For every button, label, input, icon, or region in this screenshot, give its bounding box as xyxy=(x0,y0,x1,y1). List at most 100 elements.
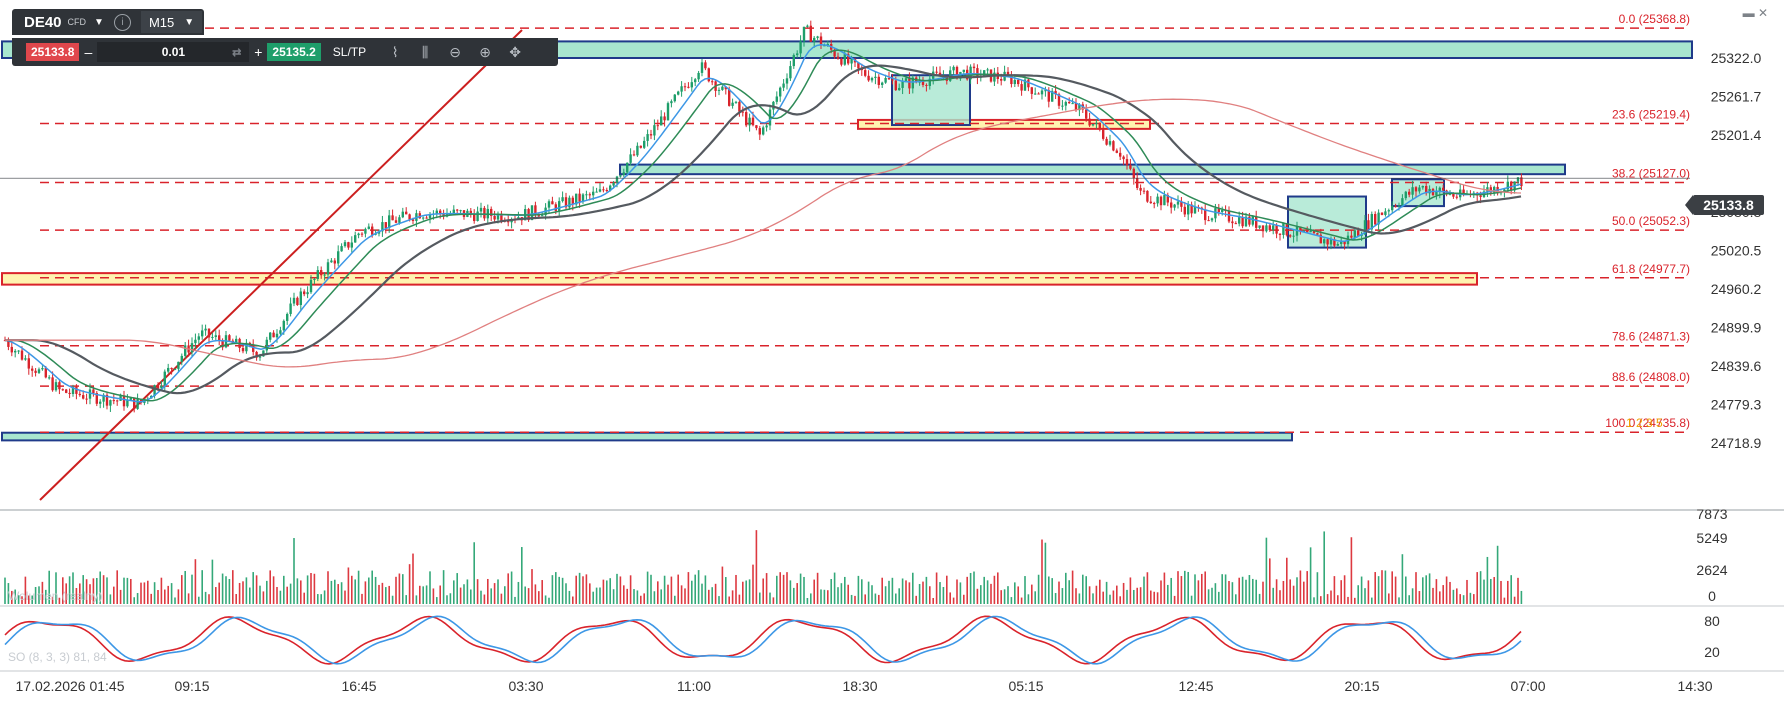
candle-body xyxy=(595,191,598,193)
oscillator-pane[interactable] xyxy=(4,615,1522,665)
sltp-button[interactable]: SL/TP xyxy=(332,45,367,59)
volume-bar xyxy=(276,586,278,604)
timeframe-select[interactable]: M15 ▼ xyxy=(140,11,203,33)
volume-bar xyxy=(1031,584,1033,604)
volume-bar xyxy=(1343,575,1346,604)
volume-bar xyxy=(1085,576,1087,604)
candles-icon[interactable]: ⫼ xyxy=(421,43,429,60)
candle-body xyxy=(836,56,840,59)
candle-body xyxy=(459,210,462,212)
volume-bar xyxy=(1445,576,1448,604)
volume-bar xyxy=(840,583,843,604)
chevron-down-icon[interactable]: ▼ xyxy=(94,16,104,28)
candle-body xyxy=(840,58,843,65)
price-zone xyxy=(1,431,1293,442)
volume-bar xyxy=(684,588,686,604)
line-icon[interactable]: ⌇ xyxy=(391,43,399,60)
volume-bar xyxy=(1269,558,1271,604)
volume-bar xyxy=(555,572,557,604)
increase-quantity-button[interactable]: + xyxy=(254,44,263,60)
zoom-out-icon[interactable]: ⊖ xyxy=(449,43,461,60)
candle-body xyxy=(802,26,806,42)
volume-bar xyxy=(68,576,71,604)
volume-bar xyxy=(1262,581,1264,604)
candle-body xyxy=(1057,94,1061,106)
time-axis-label: 17.02.2026 01:45 xyxy=(16,678,125,694)
candle-body xyxy=(51,377,54,391)
candle-body xyxy=(721,86,724,90)
decrease-quantity-button[interactable]: – xyxy=(84,44,93,60)
volume-bar xyxy=(864,594,866,604)
candle-body xyxy=(626,162,629,173)
volume-bar xyxy=(670,576,673,604)
volume-bar xyxy=(439,585,441,604)
candle-body xyxy=(1350,235,1353,238)
move-icon[interactable]: ✥ xyxy=(509,43,521,60)
volume-bar xyxy=(704,575,707,604)
price-axis-label: 25261.7 xyxy=(1711,88,1762,104)
volume-bar xyxy=(1408,595,1410,604)
sell-price-button[interactable]: 25133.8 xyxy=(26,43,80,61)
volume-bar xyxy=(446,595,448,604)
volume-bar xyxy=(51,596,54,604)
volume-bar xyxy=(779,572,781,604)
candle-body xyxy=(1299,226,1302,232)
candle-body xyxy=(826,44,829,46)
price-axis-label: 24960.2 xyxy=(1711,281,1762,297)
trade-bar: 25133.8 – 0.01 ⇄ + 25135.2 SL/TP ⌇ ⫼ ⊖ ⊕ … xyxy=(12,38,558,66)
candle-body xyxy=(1125,159,1129,166)
volume-bar xyxy=(507,573,509,604)
candle-body xyxy=(371,226,374,235)
candle-body xyxy=(204,328,207,331)
volume-bar xyxy=(1510,575,1512,604)
volume-bar xyxy=(844,576,846,604)
volume-bar xyxy=(752,564,754,604)
fib-level-label: 61.8 (24977.7) xyxy=(1612,262,1690,276)
candle-body xyxy=(534,205,537,216)
zoom-in-icon[interactable]: ⊕ xyxy=(479,43,491,60)
quantity-input[interactable]: 0.01 ⇄ xyxy=(97,42,250,62)
volume-bar xyxy=(1184,570,1186,604)
volume-bar xyxy=(745,580,747,604)
candle-body xyxy=(306,292,309,295)
candle-body xyxy=(354,235,357,243)
candle-body xyxy=(1251,216,1254,225)
volume-bar xyxy=(718,596,720,604)
candle-body xyxy=(530,205,534,221)
volume-bar xyxy=(1095,585,1098,604)
symbol-label[interactable]: DE40 xyxy=(24,13,62,31)
candle-body xyxy=(1377,212,1380,225)
volume-bar xyxy=(1020,597,1023,604)
candle-body xyxy=(1258,225,1261,228)
volume-bar xyxy=(602,579,605,604)
volume-bar xyxy=(174,597,176,604)
buy-price-button[interactable]: 25135.2 xyxy=(267,43,321,61)
info-icon[interactable]: i xyxy=(113,13,131,31)
candle-body xyxy=(564,197,568,208)
candle-body xyxy=(1023,79,1027,91)
swap-icon[interactable]: ⇄ xyxy=(232,46,242,59)
candle-body xyxy=(1261,225,1265,232)
time-axis-label: 18:30 xyxy=(842,678,877,694)
volume-bar xyxy=(245,577,248,604)
candle-body xyxy=(1414,187,1418,192)
volume-bar xyxy=(99,571,101,604)
candle-body xyxy=(670,101,673,104)
candle-body xyxy=(1391,205,1394,211)
volume-bar xyxy=(1469,592,1472,604)
price-pane[interactable]: 0.0 (25368.8) 23.6 (25219.4) 38.2 (25127.0… xyxy=(0,12,1693,501)
volume-bar xyxy=(262,591,265,604)
volume-bar xyxy=(75,588,78,604)
candle-body xyxy=(1244,216,1248,227)
time-axis-label: 07:00 xyxy=(1510,678,1545,694)
candle-body xyxy=(1506,181,1509,190)
candle-body xyxy=(275,333,279,338)
volume-bar xyxy=(813,579,815,604)
time-axis-label: 09:15 xyxy=(174,678,209,694)
volume-pane[interactable] xyxy=(4,530,1523,604)
window-controls[interactable]: ▬ ✕ xyxy=(1742,6,1768,20)
candle-body xyxy=(1193,207,1197,214)
candle-body xyxy=(1387,210,1390,212)
volume-bar xyxy=(483,594,486,604)
